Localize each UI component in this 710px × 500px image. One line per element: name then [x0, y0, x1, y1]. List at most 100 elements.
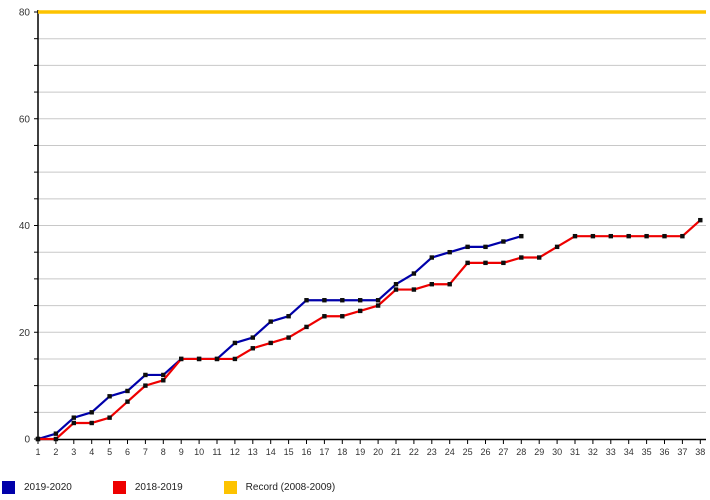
data-point-marker [340, 314, 345, 319]
legend-item: 2018-2019 [112, 480, 183, 494]
x-tick-label: 35 [642, 447, 652, 457]
data-point-marker [680, 233, 685, 239]
x-tick-label: 30 [552, 447, 562, 457]
data-point-marker [519, 233, 524, 239]
x-tick-label: 7 [143, 447, 148, 457]
x-tick-label: 32 [588, 447, 598, 457]
x-tick-label: 18 [337, 447, 347, 457]
x-tick-label: 14 [266, 447, 276, 457]
data-point-marker [340, 298, 345, 303]
x-tick-label: 11 [212, 447, 221, 457]
legend-swatch [112, 480, 126, 494]
x-tick-label: 19 [355, 447, 365, 457]
x-tick-label: 34 [624, 447, 634, 457]
data-point-marker [465, 244, 470, 250]
data-point-marker [286, 335, 291, 340]
x-tick-label: 3 [71, 447, 76, 457]
data-point-marker [286, 314, 291, 319]
data-point-marker [125, 388, 130, 394]
data-point-marker [608, 233, 613, 239]
data-point-marker [89, 420, 94, 426]
data-point-marker [375, 303, 381, 308]
data-point-marker [107, 394, 112, 399]
y-tick-label: 80 [19, 8, 31, 19]
data-point-marker [161, 372, 166, 378]
data-point-marker [447, 249, 452, 255]
data-point-marker [393, 282, 399, 287]
data-point-marker [429, 282, 434, 287]
x-tick-label: 5 [107, 447, 112, 457]
data-point-marker [626, 233, 631, 239]
data-point-marker [161, 378, 166, 383]
data-point-marker [304, 324, 309, 330]
data-point-marker [196, 356, 202, 362]
data-point-marker [35, 436, 41, 442]
data-point-marker [322, 314, 327, 319]
x-tick-label: 21 [391, 447, 401, 457]
x-tick-label: 6 [125, 447, 130, 457]
legend-swatch [223, 480, 237, 494]
legend-item: Record (2008-2009) [223, 480, 335, 494]
data-point-marker [71, 420, 76, 426]
data-point-marker [125, 399, 130, 404]
x-tick-label: 26 [480, 447, 490, 457]
x-tick-label: 12 [230, 447, 240, 457]
x-tick-label: 23 [427, 447, 437, 457]
data-point-marker [393, 287, 399, 292]
data-point-marker [590, 233, 596, 239]
x-tick-label: 13 [248, 447, 258, 457]
data-point-marker [71, 415, 76, 420]
data-point-marker [447, 282, 452, 287]
data-point-marker [143, 372, 148, 378]
data-point-marker [358, 308, 363, 314]
data-point-marker [537, 255, 542, 260]
data-point-marker [501, 239, 506, 244]
data-point-marker [465, 260, 470, 266]
data-point-marker [698, 217, 703, 223]
x-tick-label: 10 [194, 447, 204, 457]
y-tick-label: 40 [19, 221, 31, 232]
data-point-marker [232, 356, 238, 362]
x-tick-label: 38 [695, 447, 705, 457]
x-tick-label: 31 [570, 447, 580, 457]
x-tick-label: 22 [409, 447, 419, 457]
x-tick-label: 9 [179, 447, 184, 457]
x-tick-label: 36 [659, 447, 669, 457]
y-tick-label: 0 [24, 435, 30, 446]
x-tick-label: 17 [319, 447, 329, 457]
data-point-marker [411, 287, 417, 292]
x-tick-label: 2 [53, 447, 58, 457]
data-point-marker [483, 260, 488, 266]
x-tick-label: 8 [161, 447, 166, 457]
legend-label: 2019-2020 [24, 481, 72, 493]
data-point-marker [268, 319, 273, 324]
data-point-marker [322, 298, 327, 303]
data-point-marker [232, 340, 238, 346]
legend-label: 2018-2019 [134, 481, 183, 493]
x-tick-label: 4 [89, 447, 94, 457]
data-point-marker [250, 335, 255, 340]
x-tick-label: 29 [534, 447, 544, 457]
data-point-marker [107, 415, 112, 420]
data-point-marker [554, 244, 560, 250]
data-point-marker [143, 383, 148, 388]
x-tick-label: 25 [463, 447, 473, 457]
data-point-marker [250, 346, 255, 351]
data-point-marker [89, 410, 94, 415]
data-point-marker [501, 260, 506, 266]
data-point-marker [429, 255, 434, 260]
data-point-marker [358, 298, 363, 303]
data-point-marker [375, 298, 381, 303]
x-tick-label: 28 [516, 447, 526, 457]
data-point-marker [179, 356, 184, 362]
legend-swatch [2, 480, 15, 494]
x-tick-label: 1 [35, 447, 40, 457]
x-tick-label: 24 [445, 447, 455, 457]
series-line [36, 219, 702, 441]
y-tick-label: 60 [19, 114, 31, 125]
data-point-marker [572, 233, 578, 239]
series-line [36, 235, 523, 441]
data-point-marker [483, 244, 488, 250]
x-tick-label: 27 [498, 447, 508, 457]
